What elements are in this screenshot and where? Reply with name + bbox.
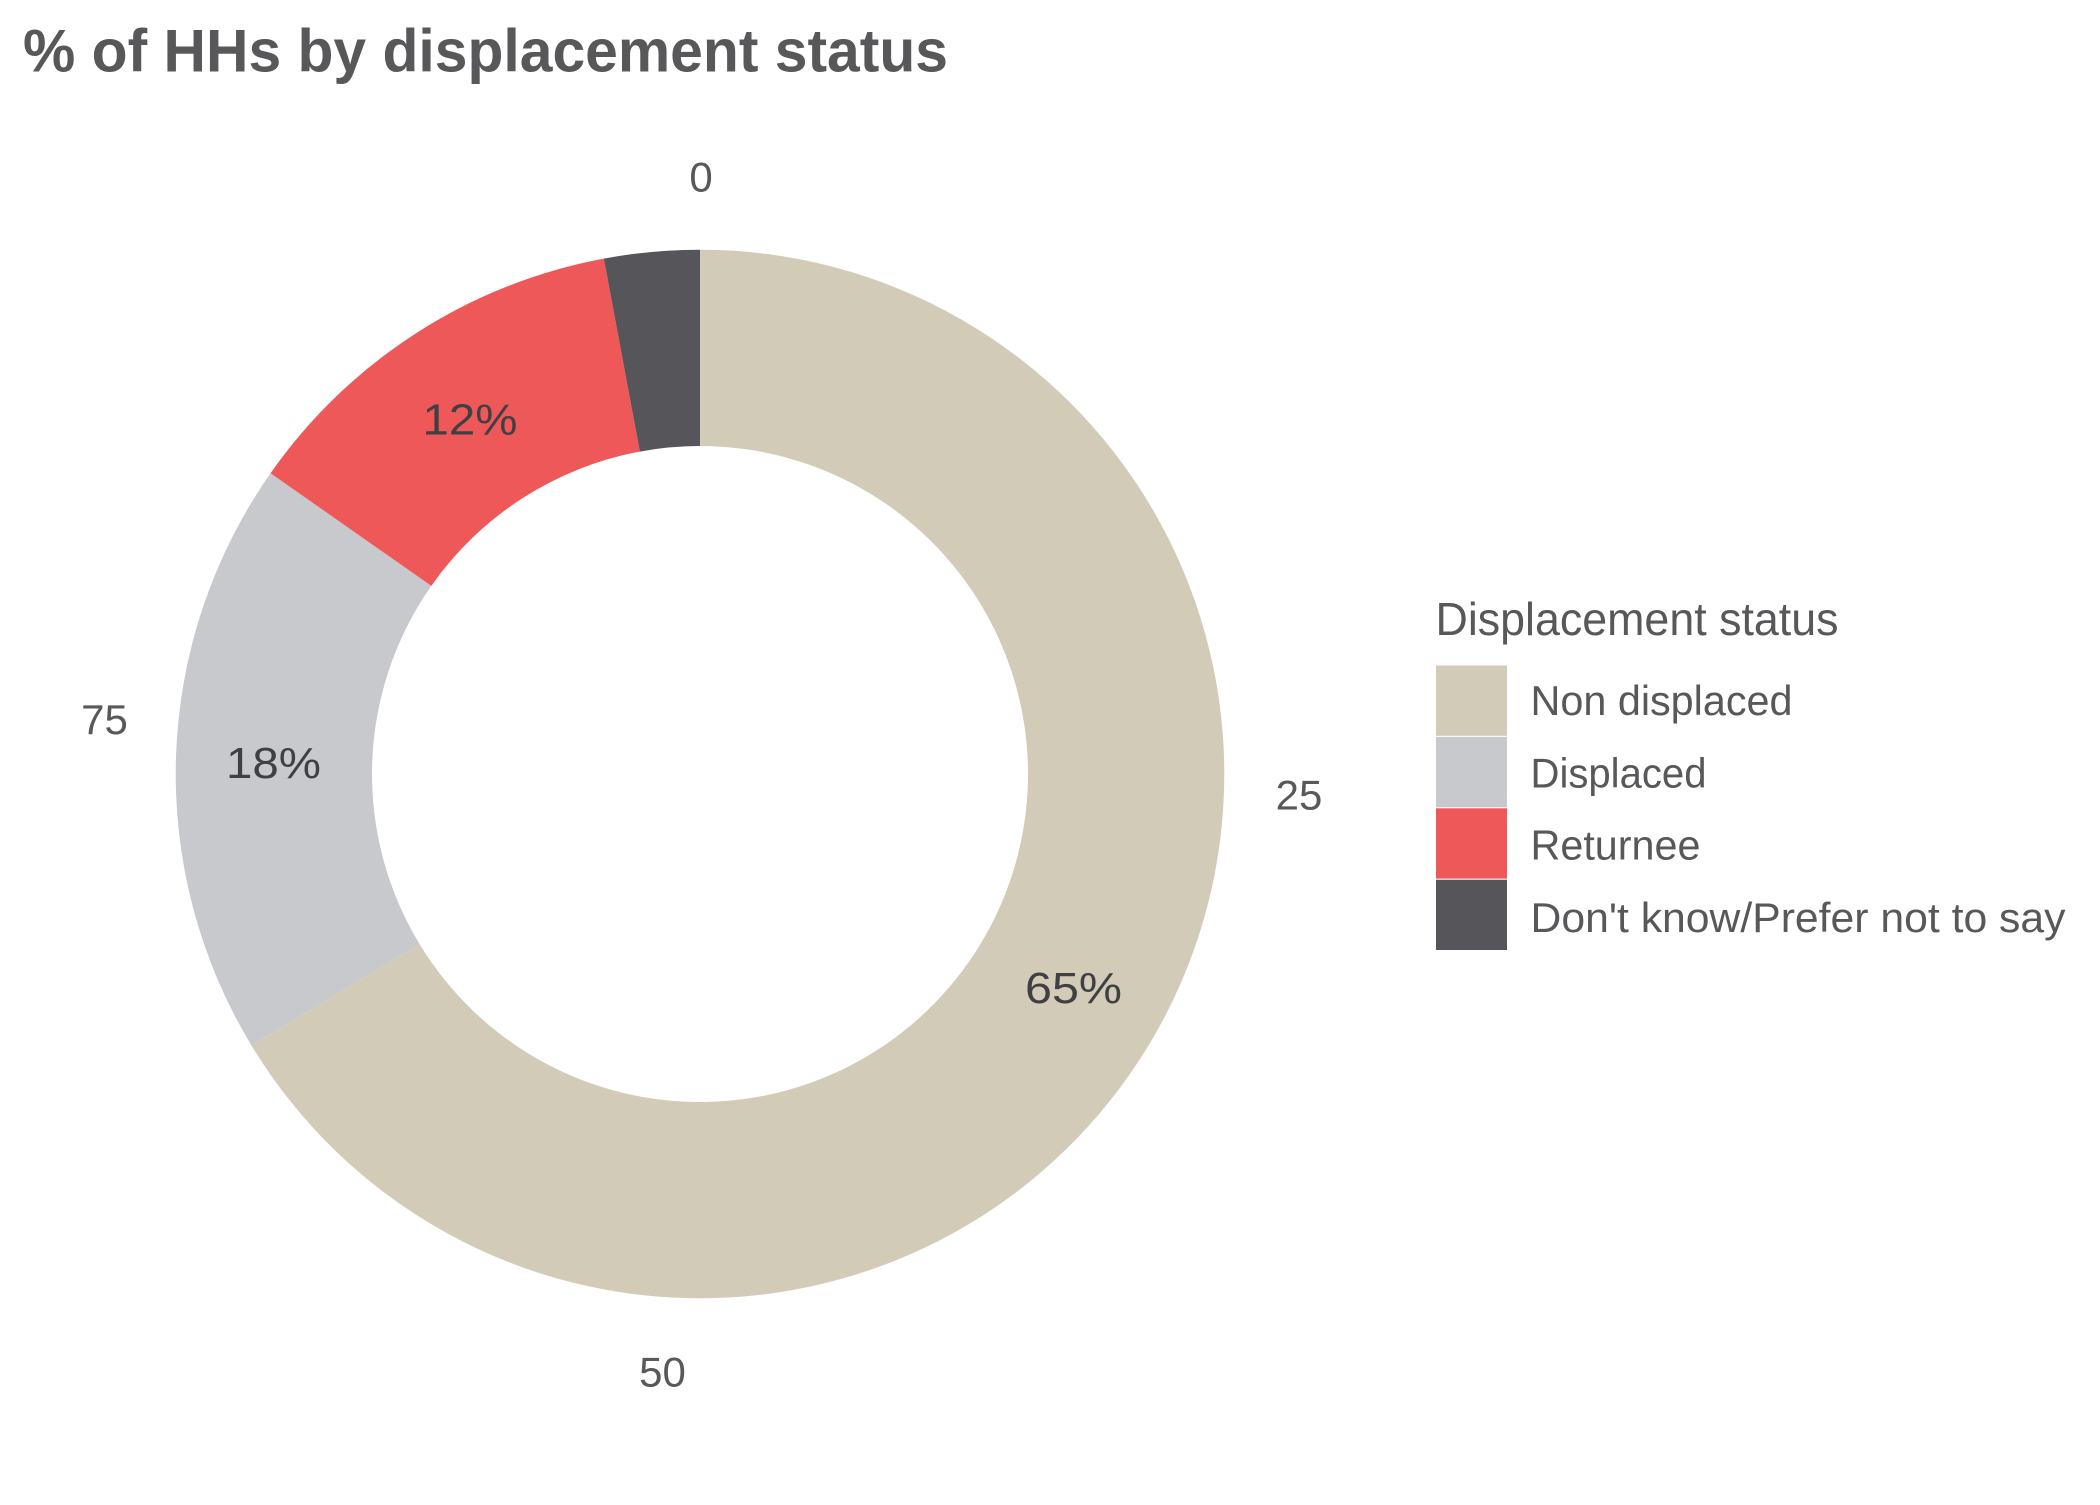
svg-text:75: 75 bbox=[81, 696, 128, 743]
svg-text:0: 0 bbox=[689, 153, 712, 200]
svg-text:Returnee: Returnee bbox=[1531, 822, 1701, 869]
svg-text:65%: 65% bbox=[1025, 964, 1122, 1013]
svg-text:Non displaced: Non displaced bbox=[1531, 677, 1793, 724]
svg-text:50: 50 bbox=[639, 1348, 686, 1395]
svg-text:12%: 12% bbox=[423, 396, 518, 445]
svg-text:Don't know/Prefer not to say: Don't know/Prefer not to say bbox=[1531, 894, 2066, 941]
svg-text:Displacement status: Displacement status bbox=[1436, 593, 1839, 645]
svg-text:25: 25 bbox=[1276, 771, 1323, 818]
svg-text:18%: 18% bbox=[226, 739, 321, 788]
svg-text:% of HHs by displacement statu: % of HHs by displacement status bbox=[23, 17, 948, 84]
svg-text:Displaced: Displaced bbox=[1531, 749, 1707, 796]
